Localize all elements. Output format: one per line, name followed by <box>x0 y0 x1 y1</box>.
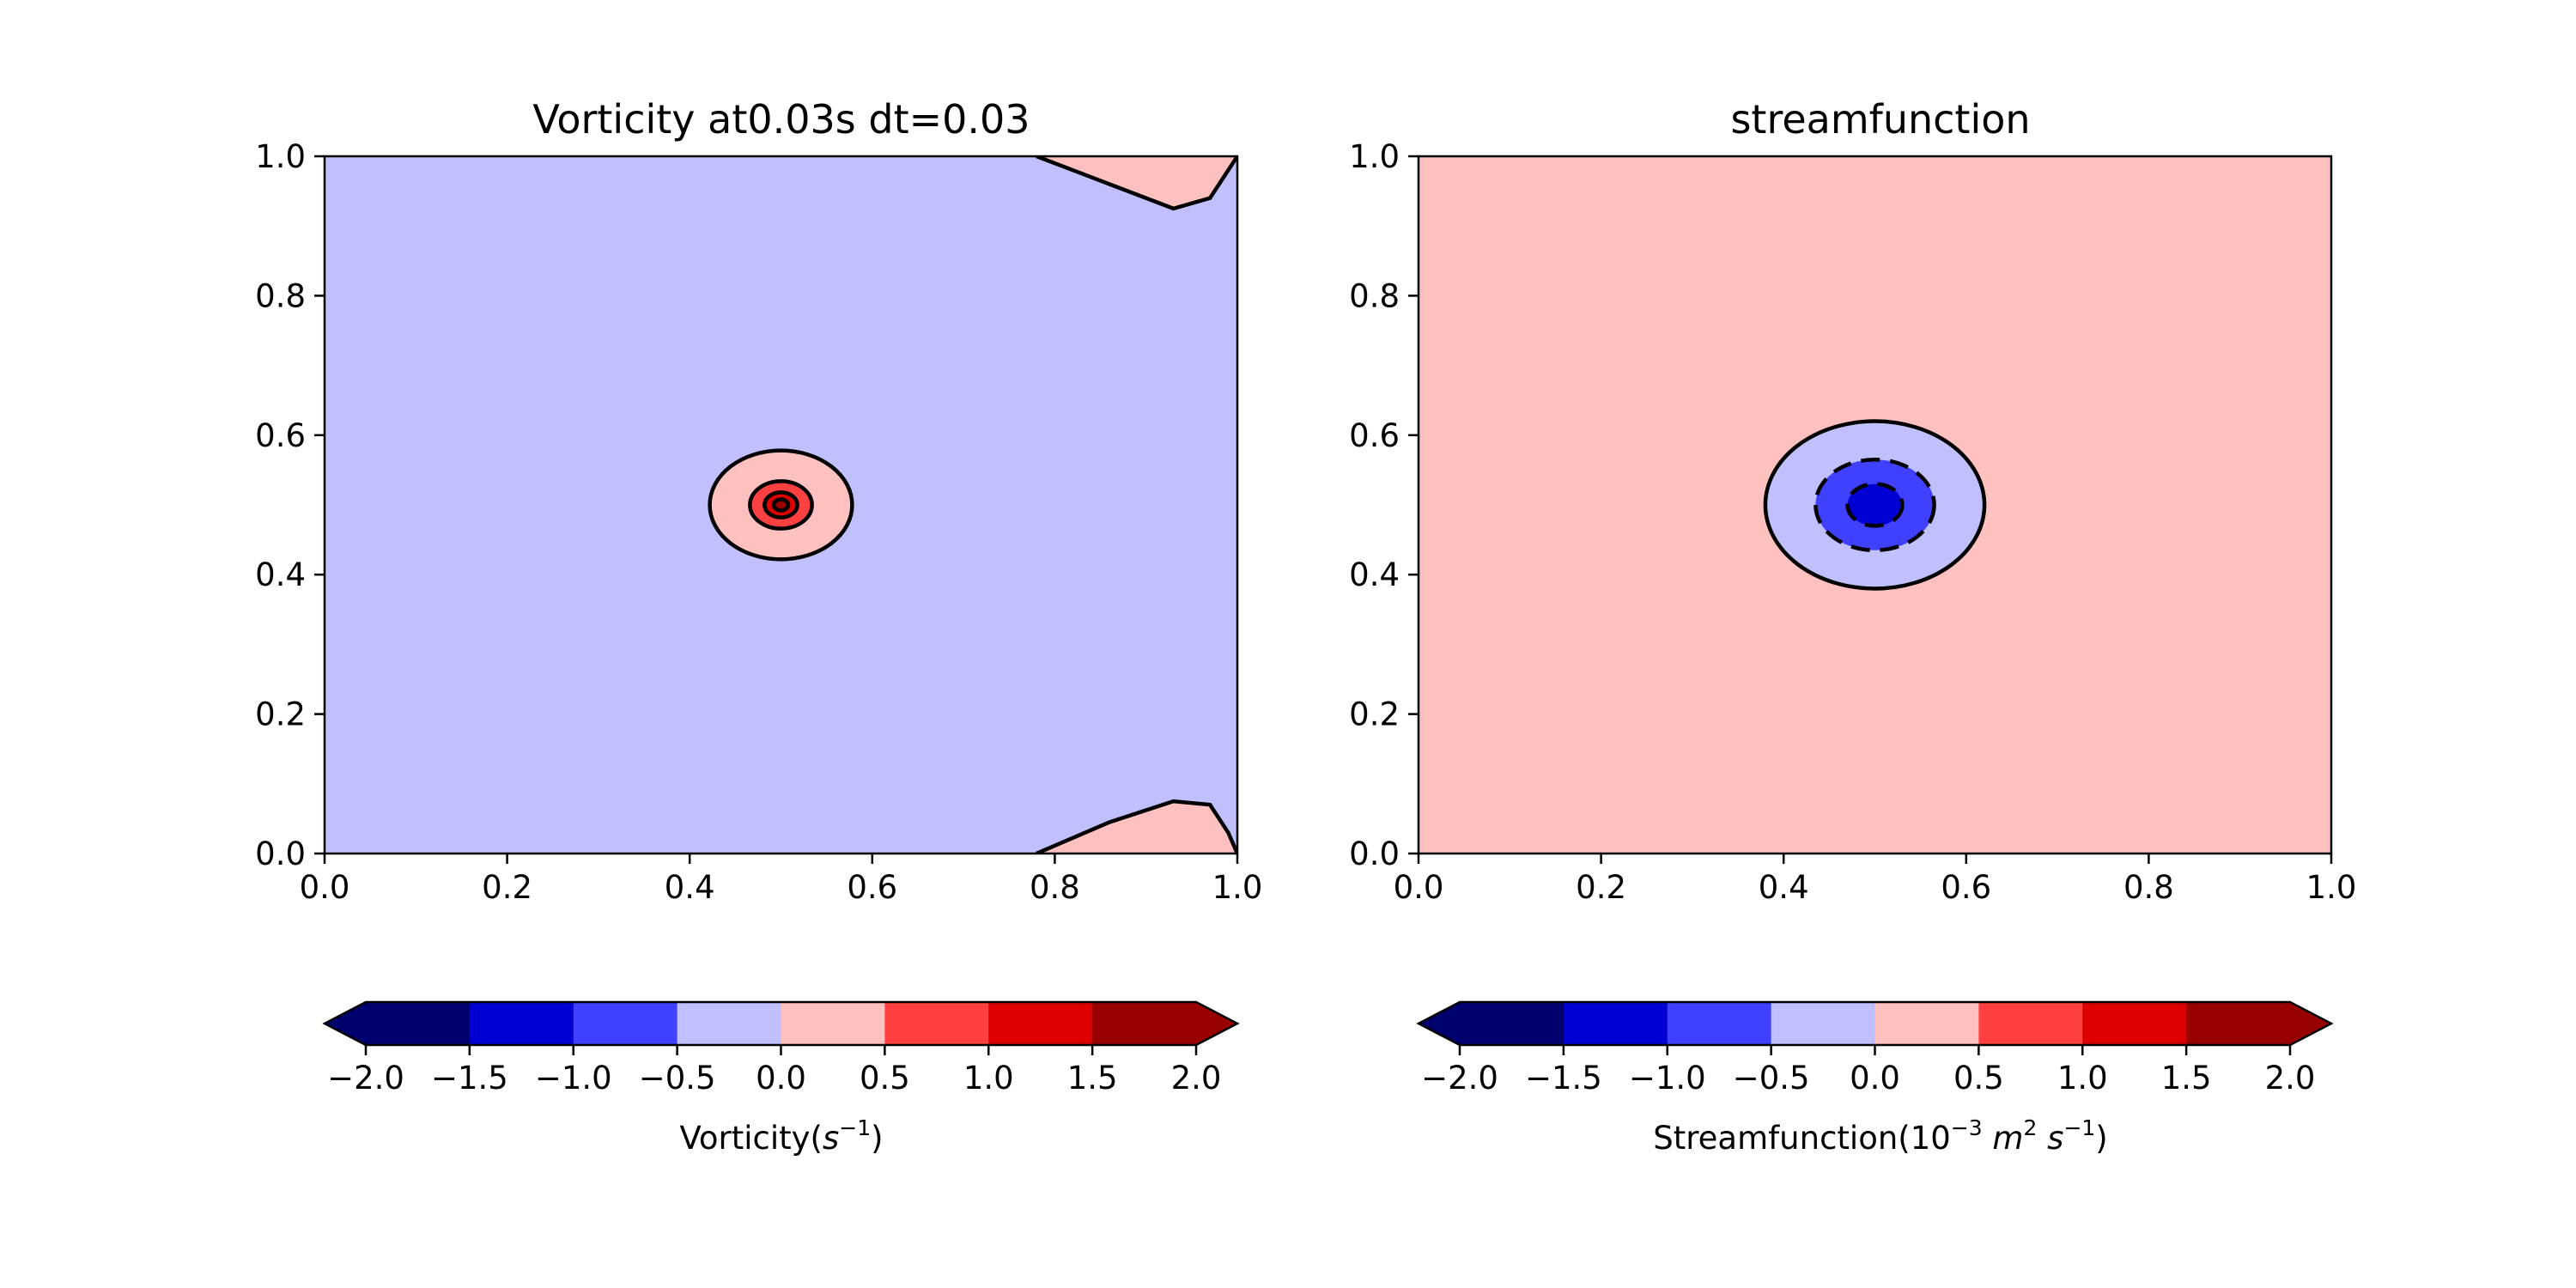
vorticity-plot-area: 0.0 0.2 0.4 0.6 0.8 1.0 0.0 0.2 0.4 0.6 0.8 1.0 <box>255 138 1262 906</box>
colorbar-segment <box>1667 1002 1772 1045</box>
colorbar-tick-label: 1.5 <box>1067 1060 1118 1097</box>
streamfunction-panel: streamfunction 0.0 0.2 0.4 0.6 0.8 1.00.00.20… <box>1349 96 2356 1157</box>
y-tick-label: 0.4 <box>1349 556 1400 593</box>
colorbar-segment <box>1563 1002 1668 1045</box>
contour-fill-group <box>325 156 1237 854</box>
axes-frame <box>1417 155 2333 855</box>
colorbar-extend-max <box>1196 1002 1237 1045</box>
x-tick-label: 0.4 <box>665 869 715 906</box>
colorbar-segment <box>988 1002 1093 1045</box>
contour-ring-2 <box>1845 482 1905 528</box>
x-tick-label: 1.0 <box>1212 869 1263 906</box>
edge-lobe-fill-1 <box>1036 156 1237 209</box>
colorbar-tick-label: −1.0 <box>535 1060 612 1097</box>
colorbar-tick-label: 2.0 <box>1171 1060 1222 1097</box>
colorbar-segment <box>2082 1002 2187 1045</box>
y-tick-label: 0.4 <box>255 556 306 593</box>
colorbar-extend-min <box>1419 1002 1460 1045</box>
edge-lobe-fill-2 <box>1036 801 1237 854</box>
x-tick-label: 0.2 <box>482 869 532 906</box>
y-tick-label: 0.6 <box>255 417 306 454</box>
y-tick-label: 1.0 <box>1349 138 1400 175</box>
x-tick-label: 0.6 <box>847 869 897 906</box>
x-tick-label: 0.6 <box>1941 869 1991 906</box>
colorbar-tick-label: −1.5 <box>431 1060 508 1097</box>
contour-ring-3 <box>771 497 791 513</box>
colorbar-segment <box>781 1002 885 1045</box>
colorbar-tick-label: 0.0 <box>756 1060 806 1097</box>
colorbar-tick-label: 2.0 <box>2265 1060 2316 1097</box>
colorbar-extend-min <box>325 1002 366 1045</box>
colorbar-tick-label: −1.0 <box>1629 1060 1706 1097</box>
streamfunction-plot-area: 0.0 0.2 0.4 0.6 0.8 1.0 0.0 0.2 0.4 0.6 0.8 1.0 <box>1349 138 2356 906</box>
colorbar-tick-label: 1.0 <box>963 1060 1014 1097</box>
colorbar-tick-label: −0.5 <box>1733 1060 1810 1097</box>
colorbar-segment <box>1771 1002 1875 1045</box>
colorbar-tick-label: −0.5 <box>639 1060 716 1097</box>
colorbar-segment <box>573 1002 678 1045</box>
y-tick-label: 0.6 <box>1349 417 1400 454</box>
colorbar-tick-label: 0.0 <box>1850 1060 1900 1097</box>
y-tick-label: 1.0 <box>255 138 306 175</box>
colorbar-tick-label: 1.0 <box>2057 1060 2108 1097</box>
x-tick-label: 0.0 <box>300 869 350 906</box>
axes-frame <box>323 155 1239 855</box>
edge-lobe-contour-2 <box>1036 799 1237 854</box>
colorbar-segment <box>469 1002 574 1045</box>
x-tick-label: 0.8 <box>1030 869 1080 906</box>
colorbar-segment <box>884 1002 989 1045</box>
y-tick-label: 0.0 <box>1349 835 1400 872</box>
colorbar-segment <box>1874 1002 1979 1045</box>
x-tick-label: 0.8 <box>2123 869 2174 906</box>
colorbar-segment <box>366 1002 471 1045</box>
x-tick-label: 0.0 <box>1394 869 1444 906</box>
edge-lobe-contour-1 <box>1036 156 1237 211</box>
colorbar-tick-label: −2.0 <box>1421 1060 1498 1097</box>
streamfunction-colorbar: −2.0 −1.5 −1.0 −0.5 0.0 0.5 1.0 1.5 2.0 <box>1416 1000 2334 1097</box>
vorticity-panel: Vorticity at0.03s dt=0.03 0.0 0.2 0.4 0.6 0.… <box>255 96 1262 1157</box>
y-tick-label: 0.8 <box>1349 277 1400 314</box>
colorbar-segment <box>677 1002 781 1045</box>
colorbar-segment <box>1460 1002 1564 1045</box>
streamfunction-title: streamfunction <box>1730 96 2030 143</box>
x-tick-label: 0.4 <box>1759 869 1809 906</box>
contour-fill-group <box>1419 156 2331 854</box>
colorbar-segment <box>2186 1002 2291 1045</box>
vorticity-colorbar: −2.0 −1.5 −1.0 −0.5 0.0 0.5 1.0 1.5 2.0 <box>322 1000 1240 1097</box>
y-tick-label: 0.2 <box>255 696 306 733</box>
colorbar-tick-label: 1.5 <box>2161 1060 2212 1097</box>
colorbar-tick-label: −2.0 <box>327 1060 404 1097</box>
colorbar-tick-label: 0.5 <box>860 1060 910 1097</box>
y-tick-label: 0.0 <box>255 835 306 872</box>
x-tick-label: 0.2 <box>1576 869 1626 906</box>
colorbar-segment <box>1092 1002 1197 1045</box>
y-tick-label: 0.2 <box>1349 696 1400 733</box>
streamfunction-colorbar-label: Streamfunction(10−3 m2 s−1) <box>1653 1115 2107 1157</box>
y-tick-label: 0.8 <box>255 277 306 314</box>
vorticity-colorbar-label: Vorticity(s−1) <box>679 1115 883 1157</box>
colorbar-segment <box>1978 1002 2083 1045</box>
colorbar-tick-label: −1.5 <box>1525 1060 1602 1097</box>
colorbar-tick-label: 0.5 <box>1953 1060 2004 1097</box>
x-tick-label: 1.0 <box>2306 869 2357 906</box>
vorticity-title: Vorticity at0.03s dt=0.03 <box>532 96 1030 143</box>
colorbar-extend-max <box>2290 1002 2331 1045</box>
